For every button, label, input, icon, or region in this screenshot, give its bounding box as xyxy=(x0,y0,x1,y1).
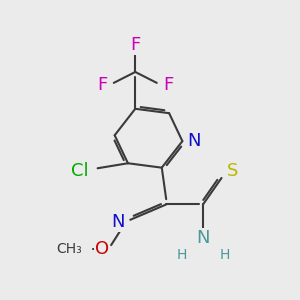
Text: F: F xyxy=(163,76,173,94)
Text: F: F xyxy=(97,76,107,94)
Text: O: O xyxy=(95,240,109,258)
Text: H: H xyxy=(219,248,230,262)
Text: H: H xyxy=(176,248,187,262)
Text: CH₃: CH₃ xyxy=(56,242,82,256)
Text: N: N xyxy=(112,213,125,231)
Text: N: N xyxy=(196,229,210,247)
Text: N: N xyxy=(188,132,201,150)
Text: S: S xyxy=(226,162,238,180)
Text: Cl: Cl xyxy=(70,162,88,180)
Text: F: F xyxy=(130,37,140,55)
